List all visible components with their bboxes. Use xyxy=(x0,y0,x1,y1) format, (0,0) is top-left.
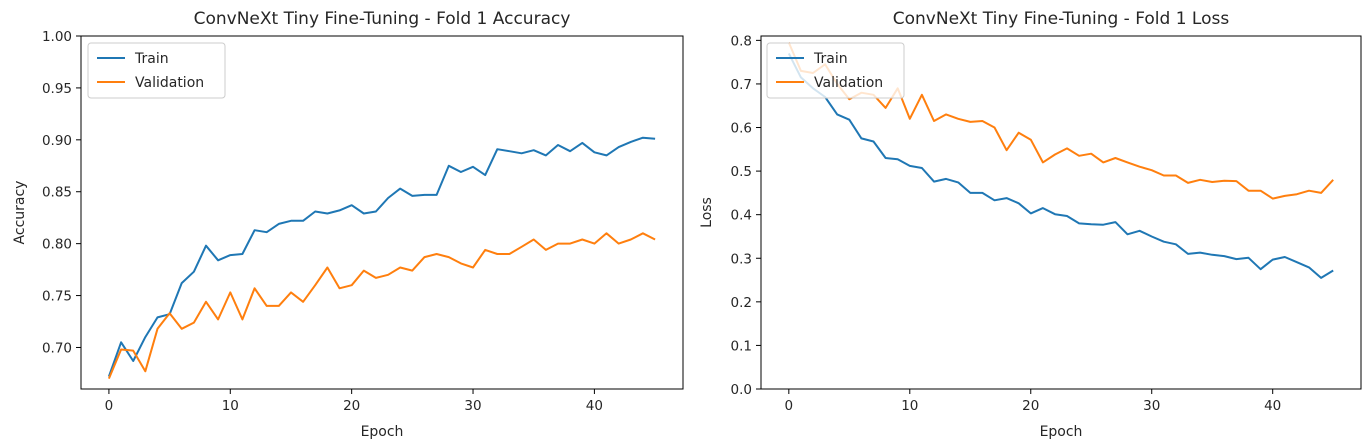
series-line-validation xyxy=(787,42,1334,200)
y-tick-label: 0.3 xyxy=(731,251,752,267)
x-tick-label: 30 xyxy=(464,398,481,414)
x-tick-label: 10 xyxy=(222,398,239,414)
y-tick-label: 0.85 xyxy=(42,185,72,201)
legend-box xyxy=(87,42,226,99)
x-tick-label: 20 xyxy=(343,398,360,414)
y-tick-label: 0.70 xyxy=(42,340,72,356)
x-tick-label: 40 xyxy=(1264,398,1281,414)
series-line-train xyxy=(107,136,656,377)
accuracy-chart-panel: ConvNeXt Tiny Fine-Tuning - Fold 1 Accur… xyxy=(12,9,684,440)
legend: Train Validation xyxy=(87,42,226,99)
y-tick-label: 0.75 xyxy=(42,289,72,305)
x-tick-label: 0 xyxy=(785,398,794,414)
legend-label-train: Train xyxy=(813,51,848,67)
plot-frame xyxy=(80,35,684,390)
y-tick-label: 0.80 xyxy=(42,237,72,253)
series-line-train xyxy=(787,52,1334,279)
chart-title: ConvNeXt Tiny Fine-Tuning - Fold 1 Loss xyxy=(893,9,1230,29)
legend-label-train: Train xyxy=(134,51,169,67)
y-tick-label: 0.6 xyxy=(731,121,752,137)
chart-title: ConvNeXt Tiny Fine-Tuning - Fold 1 Accur… xyxy=(194,9,571,29)
y-tick-label: 1.00 xyxy=(42,29,72,45)
y-tick-label: 0.5 xyxy=(731,164,752,180)
plot-frame xyxy=(760,35,1362,390)
x-tick-label: 20 xyxy=(1022,398,1039,414)
y-tick-label: 0.95 xyxy=(42,81,72,97)
x-axis-label: Epoch xyxy=(361,424,404,440)
legend-label-validation: Validation xyxy=(135,75,204,91)
legend-box xyxy=(766,42,905,99)
y-axis-label: Loss xyxy=(699,197,715,228)
legend-label-validation: Validation xyxy=(814,75,883,91)
series-line-validation xyxy=(107,232,656,379)
x-tick-label: 0 xyxy=(105,398,114,414)
loss-chart-panel: ConvNeXt Tiny Fine-Tuning - Fold 1 Loss 0… xyxy=(699,9,1362,440)
x-tick-label: 10 xyxy=(901,398,918,414)
y-tick-label: 0.4 xyxy=(731,208,752,224)
x-tick-label: 40 xyxy=(586,398,603,414)
y-tick-label: 0.0 xyxy=(731,382,752,398)
x-axis-label: Epoch xyxy=(1040,424,1083,440)
y-axis-label: Accuracy xyxy=(12,181,28,245)
y-tick-label: 0.8 xyxy=(731,33,752,49)
y-tick-label: 0.2 xyxy=(731,295,752,311)
legend: Train Validation xyxy=(766,42,905,99)
x-tick-label: 30 xyxy=(1143,398,1160,414)
y-tick-label: 0.7 xyxy=(731,77,752,93)
y-tick-label: 0.1 xyxy=(731,338,752,354)
y-tick-label: 0.90 xyxy=(42,133,72,149)
